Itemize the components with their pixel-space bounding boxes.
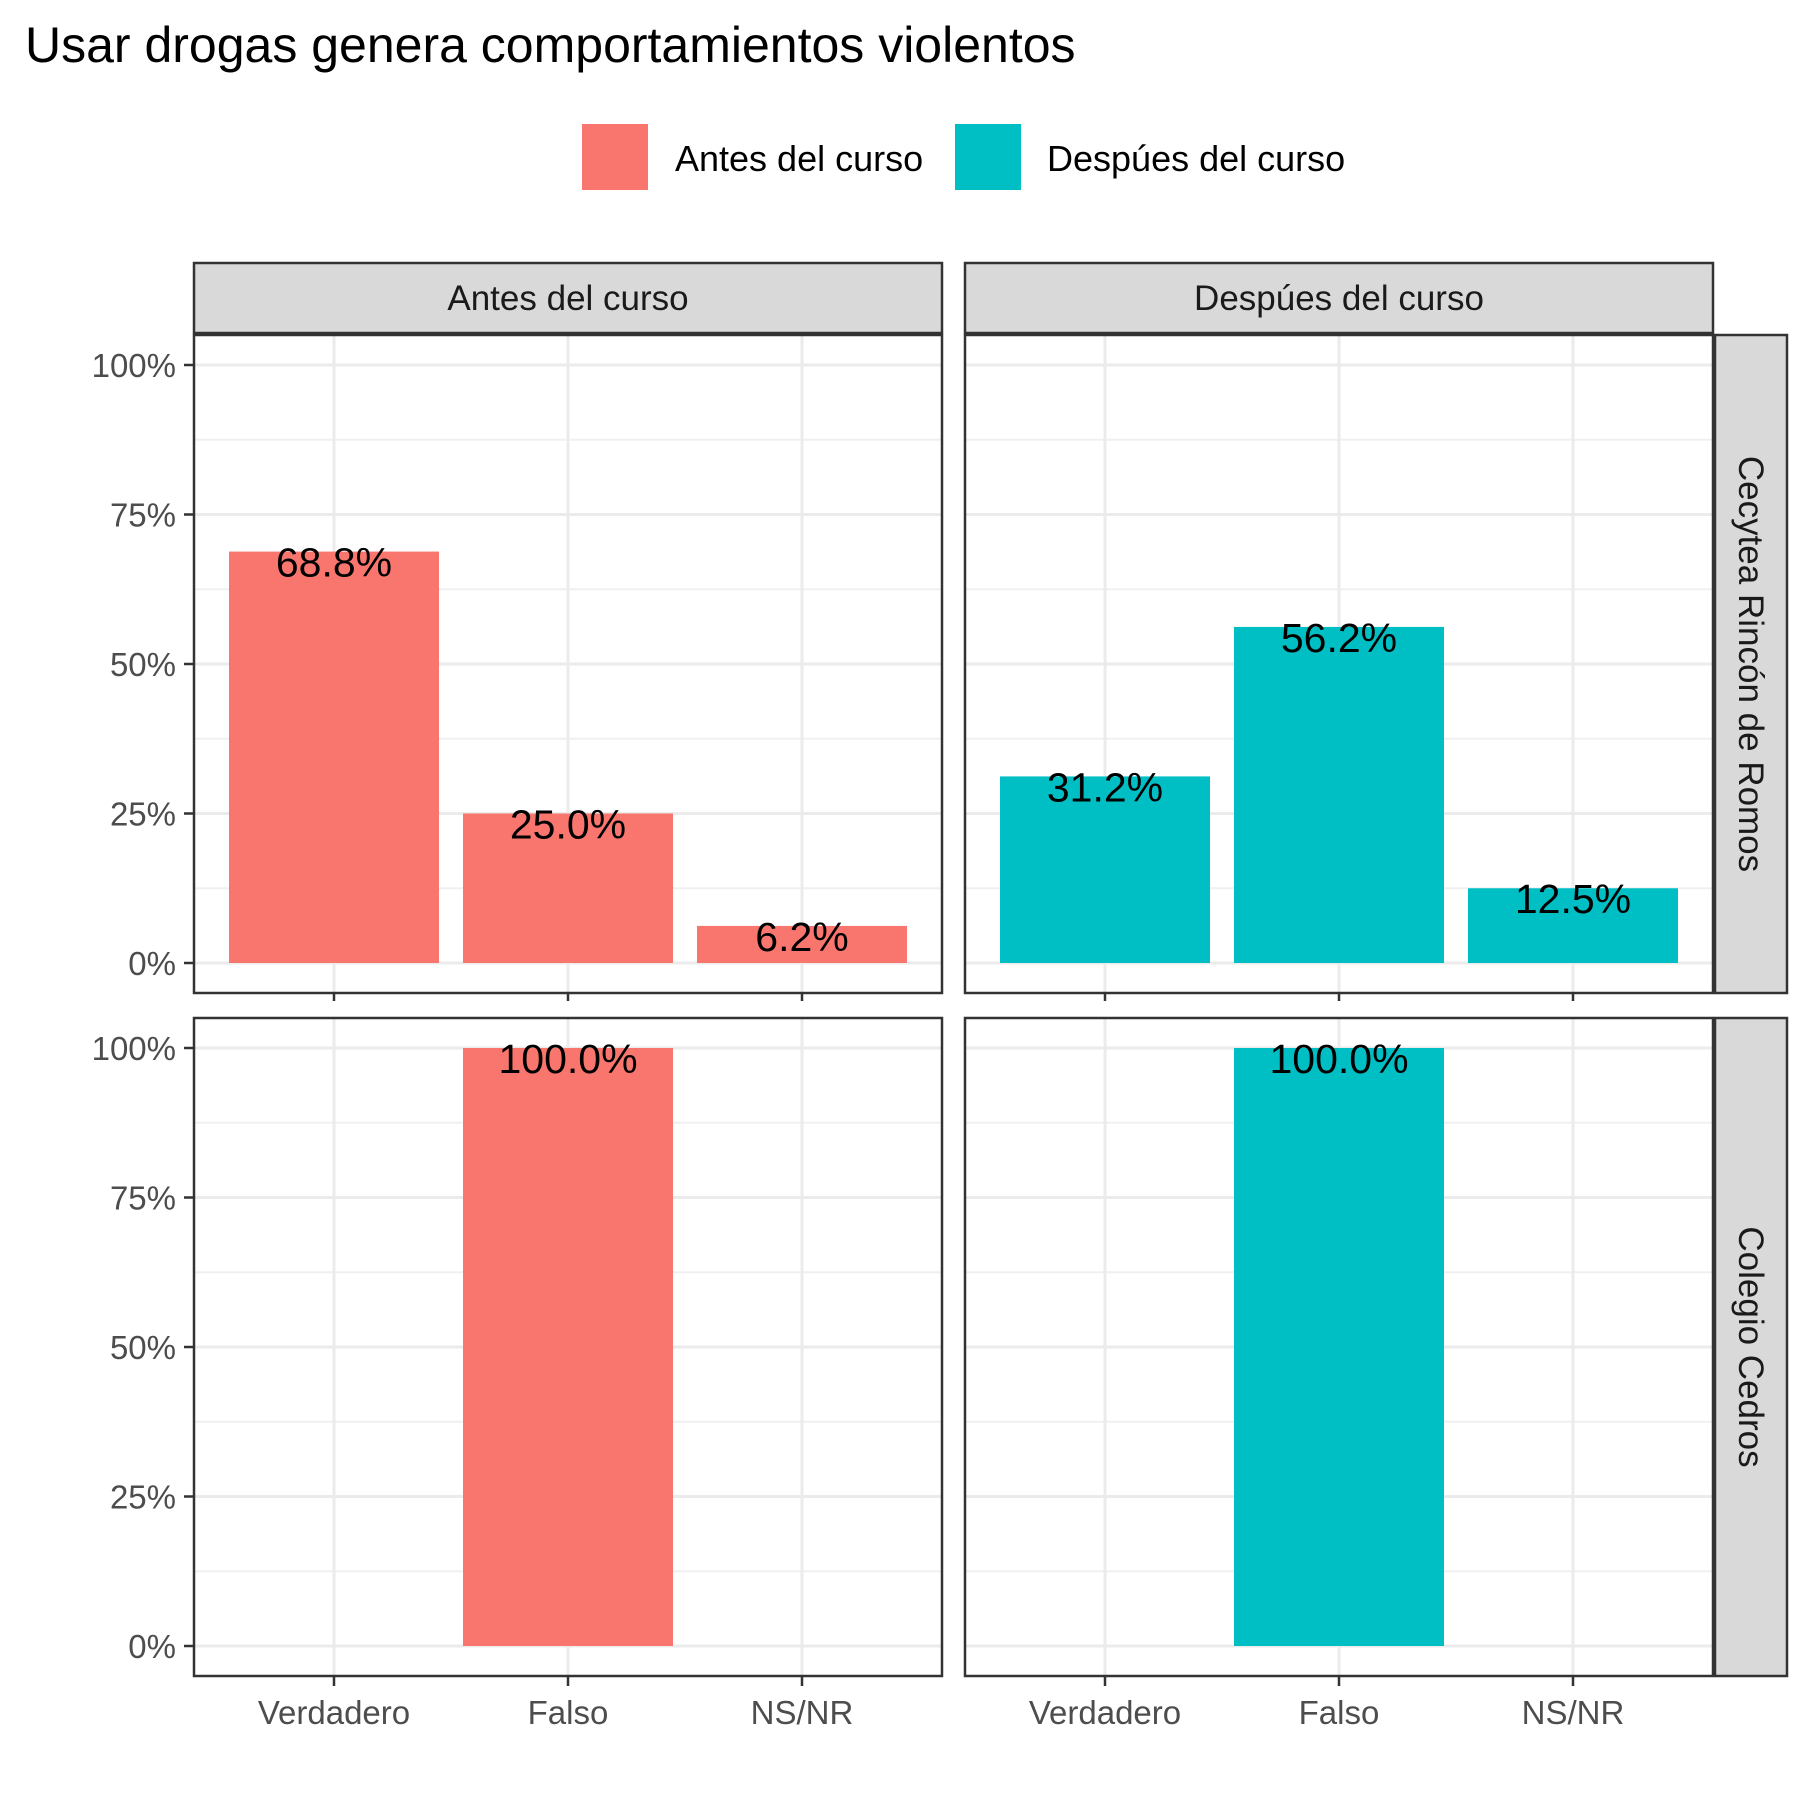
y-tick-label: 100% [92, 1030, 176, 1067]
panel-1-1: 100.0% [963, 1016, 1715, 1678]
bar-verdadero [1000, 776, 1210, 963]
x-tick-label: NS/NR [751, 1694, 854, 1731]
x-tick-label: Verdadero [258, 1694, 410, 1731]
x-tick-label: Verdadero [1029, 1694, 1181, 1731]
data-label: 100.0% [1269, 1036, 1408, 1082]
bar-ns-nr [697, 925, 907, 963]
y-tick-label: 75% [110, 497, 176, 534]
legend-label-1: Despúes del curso [1047, 138, 1345, 179]
axes: 0% 25% 50% 75% 100% 0% 25% 50% 75% 100% Verdadero F… [92, 347, 1625, 1731]
legend: Antes del curso Despúes del curso [582, 124, 1345, 190]
panel-0-0: 68.8% 25.0% 6.2% [192, 333, 944, 995]
legend-label-0: Antes del curso [675, 138, 923, 179]
y-tick-label: 50% [110, 646, 176, 683]
x-tick-label: Falso [1299, 1694, 1380, 1731]
y-tick-label: 0% [128, 945, 176, 982]
bar-ns-nr [1468, 888, 1678, 963]
y-tick-label: 100% [92, 347, 176, 384]
facet-panels: 68.8% 25.0% 6.2% 31.2% 56.2% 12.5% 100.0% 100.0… [192, 333, 1715, 1678]
column-strip-1 [963, 261, 1715, 335]
x-tick-label: Falso [528, 1694, 609, 1731]
row-strip-0 [1713, 333, 1789, 995]
data-label: 25.0% [510, 801, 626, 847]
panel-1-0: 100.0% [192, 1016, 944, 1678]
data-label: 31.2% [1047, 764, 1163, 810]
data-label: 12.5% [1515, 876, 1631, 922]
bar-falso [1234, 1048, 1444, 1646]
row-strip-label-1: Colegio Cedros [1731, 1226, 1770, 1467]
bar-falso [463, 813, 673, 963]
column-strip-label-0: Antes del curso [447, 279, 688, 318]
data-label: 100.0% [498, 1036, 637, 1082]
column-strip-0 [192, 261, 944, 335]
bar-falso [1234, 626, 1444, 963]
bar-falso [463, 1048, 673, 1646]
chart-title: Usar drogas genera comportamientos viole… [25, 17, 1076, 73]
y-tick-label: 25% [110, 1479, 176, 1516]
legend-swatch-0 [582, 124, 648, 190]
y-tick-label: 75% [110, 1180, 176, 1217]
y-tick-label: 50% [110, 1329, 176, 1366]
panel-0-1: 31.2% 56.2% 12.5% [963, 333, 1715, 995]
column-strip-label-1: Despúes del curso [1194, 279, 1484, 318]
row-strip-label-0: Cecytea Rincón de Romos [1731, 456, 1770, 872]
data-label: 56.2% [1281, 615, 1397, 661]
facet-strips: Antes del curso Despúes del curso Cecytea … [192, 261, 1789, 1678]
bar-verdadero [229, 551, 439, 963]
legend-swatch-1 [955, 124, 1021, 190]
y-tick-label: 0% [128, 1628, 176, 1665]
data-label: 68.8% [276, 539, 392, 585]
y-tick-label: 25% [110, 796, 176, 833]
data-label: 6.2% [755, 914, 848, 960]
x-tick-label: NS/NR [1522, 1694, 1625, 1731]
row-strip-1 [1713, 1016, 1789, 1678]
